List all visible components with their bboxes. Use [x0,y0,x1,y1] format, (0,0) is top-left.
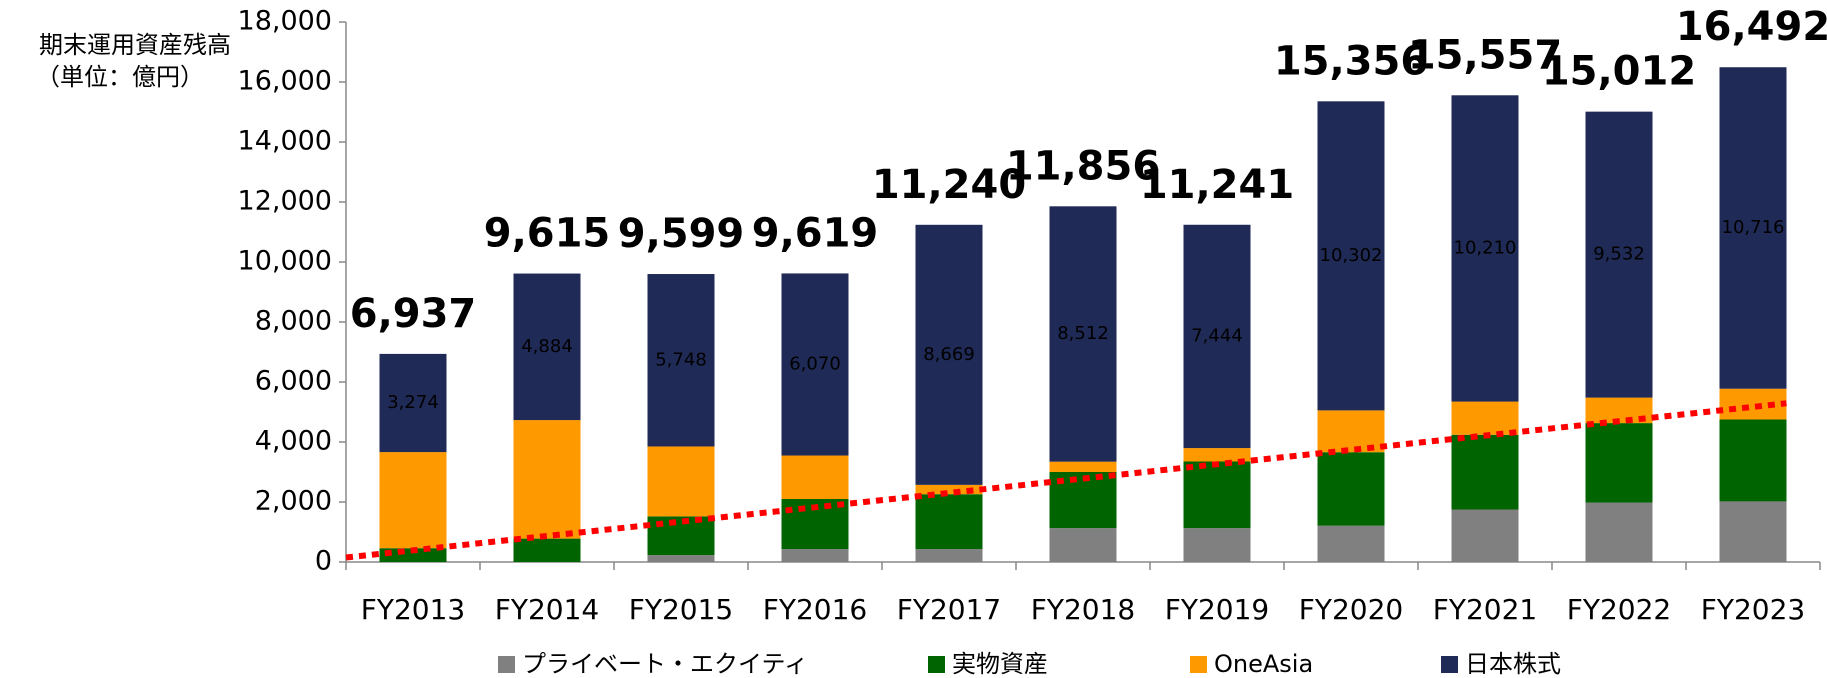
bar-segment [781,455,849,499]
total-label: 15,012 [1542,49,1696,95]
y-tick-label: 8,000 [255,306,332,337]
legend-swatch [1190,656,1207,673]
y-tick-label: 12,000 [238,186,332,217]
y-tick-label: 4,000 [255,426,332,457]
bar-segment [1585,111,1653,398]
bar-segment [1719,67,1787,389]
legend-label: 実物資産 [952,650,1048,678]
y-tick-label: 0 [315,546,332,577]
total-label: 16,492 [1676,4,1827,50]
bar-segment [1451,401,1519,435]
bar-segment [1451,95,1519,402]
total-label: 11,241 [1140,162,1294,208]
bar-segment [513,420,581,539]
bar-segment [379,353,447,453]
bar-segment [379,452,447,549]
y-tick-label: 14,000 [238,126,332,157]
value-label: 8,669 [923,344,975,365]
value-label: 3,274 [387,392,439,413]
bar-segment [513,538,581,562]
bar-segment [1317,410,1385,453]
legend-swatch [1441,656,1458,673]
bar-segment [647,446,715,517]
bar-segment [647,274,715,447]
bar-segment [647,555,715,562]
x-tick-label: FY2016 [763,593,867,626]
value-label: 10,210 [1454,237,1517,258]
bar-segment [1719,388,1787,420]
x-tick-label: FY2017 [897,593,1001,626]
value-label: 6,070 [789,353,841,374]
x-tick-label: FY2013 [361,593,465,626]
value-label: 7,444 [1191,325,1243,346]
y-tick-label: 16,000 [238,66,332,97]
total-label: 9,619 [752,210,879,256]
bar-segment [781,549,849,562]
value-label: 10,716 [1722,217,1785,238]
y-tick-label: 6,000 [255,366,332,397]
bar-segment [1049,528,1117,562]
y-axis-title: （単位：億円） [36,63,204,91]
bar-segment [1585,502,1653,562]
bar-segment [1317,525,1385,562]
bar-segment [1719,419,1787,502]
bar-segment [915,494,983,550]
bar-segment [1183,224,1251,449]
bar-segment [1183,448,1251,462]
x-tick-label: FY2023 [1701,593,1805,626]
total-label: 9,599 [618,211,745,257]
value-label: 8,512 [1057,323,1109,344]
bar-segment [1049,206,1117,462]
total-label: 15,356 [1274,38,1428,84]
bar-segment [513,273,581,421]
bar-segment [1183,461,1251,529]
bar-segment [379,548,447,562]
bar-segment [1183,528,1251,562]
bar-segment [915,224,983,485]
y-tick-label: 18,000 [238,6,332,37]
legend-swatch [498,656,515,673]
legend-swatch [928,656,945,673]
value-label: 9,532 [1593,244,1645,265]
x-tick-label: FY2014 [495,593,599,626]
legend-label: プライベート・エクイティ [522,650,808,678]
bar-segment [915,549,983,562]
x-tick-label: FY2020 [1299,593,1403,626]
total-label: 6,937 [350,291,477,337]
bar-segment [1451,434,1519,510]
legend-label: 日本株式 [1465,650,1561,678]
x-tick-label: FY2015 [629,593,733,626]
value-label: 4,884 [521,336,573,357]
x-tick-label: FY2018 [1031,593,1135,626]
y-tick-label: 10,000 [238,246,332,277]
bar-segment [1451,509,1519,562]
x-tick-label: FY2021 [1433,593,1537,626]
y-axis-title: 期末運用資産残高 [39,31,231,59]
bar-segment [1719,501,1787,562]
total-label: 9,615 [484,211,611,257]
bar-segment [1317,452,1385,526]
x-tick-label: FY2022 [1567,593,1671,626]
y-tick-label: 2,000 [255,486,332,517]
total-label: 11,856 [1006,143,1160,189]
value-label: 5,748 [655,349,707,370]
x-tick-label: FY2019 [1165,593,1269,626]
legend-label: OneAsia [1214,650,1313,678]
value-label: 10,302 [1320,245,1383,266]
bar-segment [1049,461,1117,472]
total-label: 15,557 [1408,32,1562,78]
bar-segment [1585,423,1653,503]
bar-segment [915,484,983,495]
bar-segment [1317,101,1385,411]
total-label: 11,240 [872,162,1026,208]
bar-segment [781,273,849,456]
